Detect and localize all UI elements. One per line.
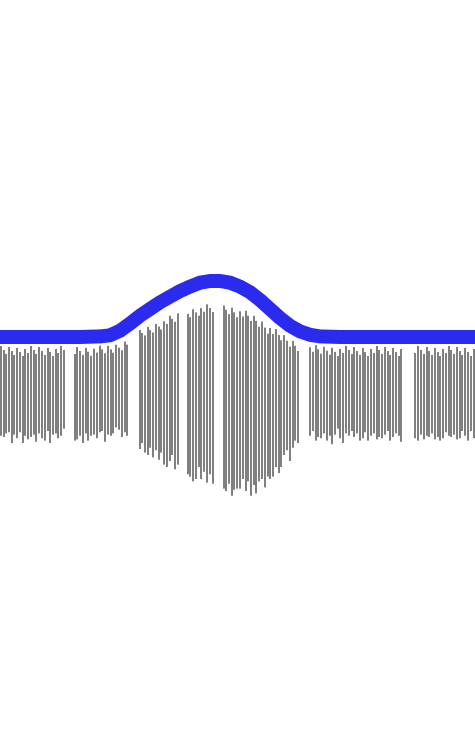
spectrum-lines: [0, 304, 475, 496]
envelope-line: [0, 274, 475, 344]
envelope-series: [0, 274, 475, 344]
